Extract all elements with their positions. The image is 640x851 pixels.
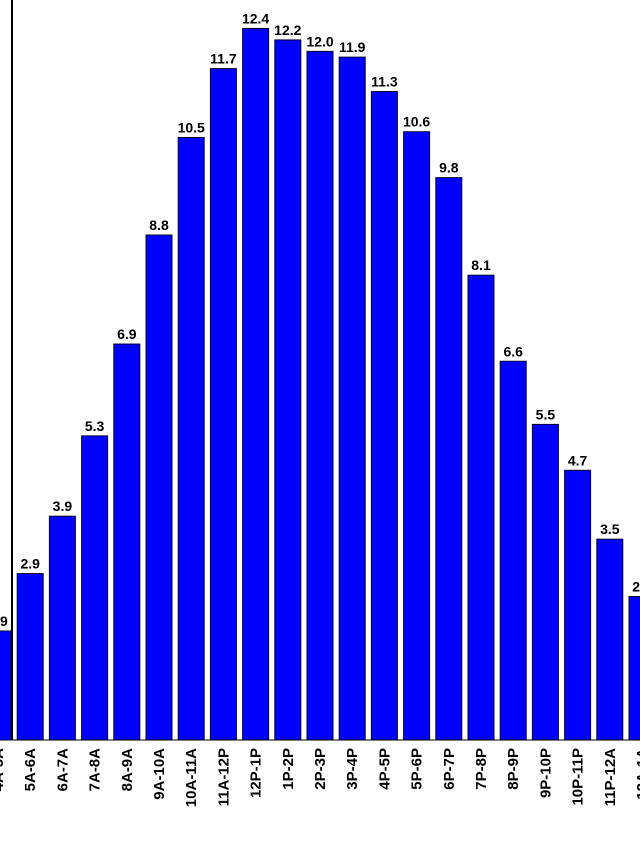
bar [177, 136, 205, 741]
value-label: 2.9 [20, 556, 40, 572]
value-label: 2.5 [632, 579, 640, 595]
value-label: 8.8 [149, 217, 169, 233]
value-label: 10.6 [403, 114, 430, 130]
x-tick-label: 11A-12P [215, 748, 232, 806]
x-tick-label: 4P-5P [376, 748, 393, 790]
x-tick-label: 9P-10P [537, 748, 554, 798]
bar [242, 27, 270, 741]
bar [274, 39, 302, 741]
bar [338, 56, 366, 741]
value-label: 6.6 [503, 343, 523, 359]
x-tick-label: 5P-6P [409, 748, 426, 790]
x-tick-label: 6P-7P [441, 748, 458, 790]
bar [564, 469, 592, 741]
bar [596, 538, 624, 741]
x-tick-label: 11P-12A [602, 748, 619, 807]
value-label: 12.0 [306, 33, 333, 49]
bar [145, 234, 173, 741]
value-label: 3.5 [600, 521, 620, 537]
x-tick-label: 12P-1P [248, 748, 265, 798]
x-tick-label: 10P-11P [570, 748, 587, 806]
bar [16, 573, 44, 741]
value-label: 12.4 [242, 10, 269, 26]
value-label: 11.7 [210, 51, 237, 67]
value-label: 12.2 [274, 22, 301, 38]
x-tick-label: 2P-3P [312, 748, 329, 790]
value-label: 1.9 [0, 613, 8, 629]
x-tick-label: 7P-8P [473, 748, 490, 790]
x-tick-label: 10A-11A [183, 748, 200, 807]
bar [81, 435, 109, 741]
x-tick-label: 12A-1A [634, 748, 640, 800]
bar [628, 596, 640, 741]
bar [306, 50, 334, 741]
bar [370, 91, 398, 741]
bar [403, 131, 431, 741]
bar [209, 68, 237, 741]
bar [531, 423, 559, 741]
x-tick-label: 6A-7A [54, 748, 71, 792]
bar [467, 274, 495, 741]
value-label: 11.9 [339, 39, 366, 55]
x-tick-label: 1P-2P [280, 748, 297, 790]
x-tick-label: 5A-6A [22, 748, 39, 792]
x-tick-label: 8A-9A [119, 748, 136, 792]
x-tick-label: 8P-9P [505, 748, 522, 790]
x-tick-label: 9A-10A [151, 748, 168, 800]
bar [435, 177, 463, 741]
value-label: 9.8 [439, 160, 459, 176]
value-label: 4.7 [568, 452, 588, 468]
bar [499, 360, 527, 741]
x-tick-label: 3P-4P [344, 748, 361, 790]
bar [48, 515, 76, 741]
value-label: 5.3 [85, 418, 105, 434]
bar [0, 630, 12, 741]
value-label: 10.5 [178, 119, 205, 135]
value-label: 5.5 [536, 406, 556, 422]
value-label: 3.9 [53, 498, 73, 514]
value-label: 8.1 [471, 257, 491, 273]
x-tick-label: 7A-8A [87, 748, 104, 792]
bar [113, 343, 141, 741]
value-label: 11.3 [371, 74, 398, 90]
x-tick-label: 4A-5A [0, 748, 7, 792]
value-label: 6.9 [117, 326, 137, 342]
